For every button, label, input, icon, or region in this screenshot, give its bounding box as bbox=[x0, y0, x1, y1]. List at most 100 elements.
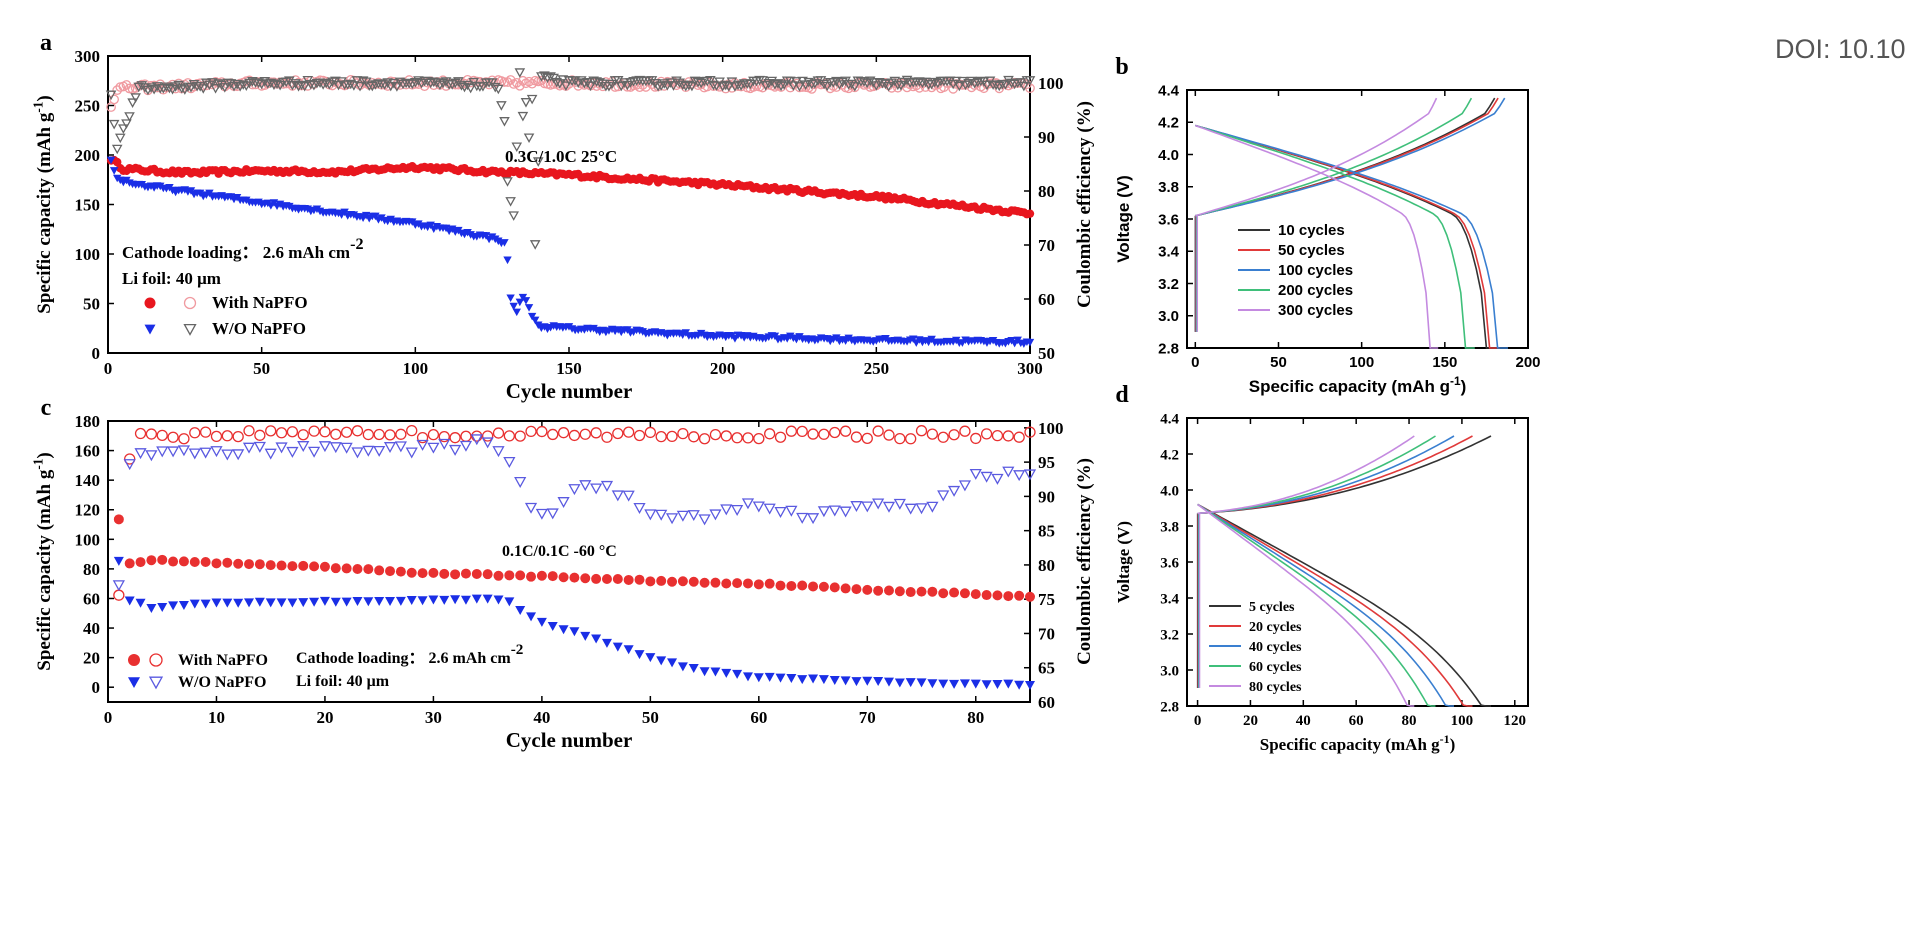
panel-c-point-open-triangle bbox=[709, 509, 722, 521]
panel-c-point-open-circle bbox=[785, 425, 798, 437]
panel-a-point-open-triangle bbox=[705, 75, 716, 86]
panel-a-x-tick-label: 200 bbox=[710, 359, 736, 378]
panel-c-y2-tick-label: 65 bbox=[1038, 659, 1055, 678]
panel-a-point-open-triangle bbox=[846, 79, 858, 90]
panel-a-point-open-triangle bbox=[108, 119, 120, 130]
panel-c-point-filled-triangle bbox=[992, 679, 1003, 689]
panel-c-point-open-triangle bbox=[958, 480, 972, 492]
panel-c-point-filled-triangle bbox=[200, 599, 211, 609]
panel-c-point-filled-triangle bbox=[547, 621, 558, 631]
panel-a-point-open-triangle bbox=[720, 80, 732, 91]
panel-a-point-open-triangle bbox=[194, 82, 206, 92]
panel-c-point-open-triangle bbox=[286, 446, 299, 458]
panel-c-y-tick-label: 80 bbox=[83, 560, 100, 579]
panel-a-point-open-triangle bbox=[692, 77, 704, 88]
panel-a-point-filled-triangle bbox=[426, 221, 435, 230]
panel-b-charge-curve bbox=[1195, 97, 1496, 217]
panel-c-point-filled-circle bbox=[840, 583, 851, 594]
panel-c-point-open-triangle bbox=[937, 490, 950, 502]
panel-d-charge-curve bbox=[1197, 435, 1415, 515]
panel-a-point-open-triangle bbox=[615, 81, 627, 92]
panel-c-point-open-triangle bbox=[741, 498, 755, 510]
panel-c-point-open-circle bbox=[915, 425, 928, 437]
panel-c-point-filled-circle bbox=[753, 579, 764, 590]
panel-c-point-open-triangle bbox=[1023, 469, 1037, 481]
panel-d-frame bbox=[1186, 417, 1529, 707]
panel-c-y2-tick-label: 100 bbox=[1038, 419, 1064, 438]
panel-c-x-tick-label: 80 bbox=[967, 708, 984, 727]
panel-a-point-open-triangle bbox=[290, 79, 301, 89]
panel-a-y2-tick-label: 60 bbox=[1038, 290, 1055, 309]
panel-c-point-filled-triangle bbox=[309, 597, 320, 607]
panel-c-point-open-triangle bbox=[665, 513, 679, 525]
panel-c-point-filled-triangle bbox=[265, 598, 276, 608]
panel-c-point-filled-triangle bbox=[124, 596, 135, 606]
panel-a-point-open-triangle bbox=[121, 119, 132, 129]
panel-c-point-filled-circle bbox=[547, 571, 558, 582]
panel-a-point-open-triangle bbox=[219, 83, 231, 93]
panel-c-point-filled-triangle bbox=[439, 595, 450, 605]
panel-a-point-open-triangle bbox=[231, 79, 243, 90]
panel-c-point-open-circle bbox=[666, 430, 678, 443]
panel-a-foil: Li foil: 40 μm bbox=[122, 269, 221, 288]
panel-c-point-open-triangle bbox=[1013, 470, 1026, 482]
panel-c-point-open-circle bbox=[720, 430, 732, 442]
panel-c-point-open-triangle bbox=[416, 439, 429, 451]
panel-c-point-filled-circle bbox=[200, 557, 211, 568]
panel-c-point-open-circle bbox=[818, 428, 830, 440]
panel-c-point-open-triangle bbox=[861, 501, 874, 513]
panel-a-point-open-triangle bbox=[619, 78, 630, 88]
panel-c-y2-tick-label: 75 bbox=[1038, 590, 1055, 609]
panel-c-ylabel: Specific capacity (mAh g-1) bbox=[30, 452, 55, 670]
panel-a-point-open-triangle bbox=[683, 80, 695, 91]
panel-a-point-open-triangle bbox=[954, 81, 965, 92]
panel-c-point-open-triangle bbox=[687, 510, 700, 522]
panel-c-point-filled-triangle bbox=[645, 653, 656, 663]
panel-a-point-open-triangle bbox=[901, 75, 913, 86]
panel-c-point-filled-triangle bbox=[374, 597, 385, 607]
panel-c-point-open-circle bbox=[1013, 431, 1025, 443]
panel-c-point-open-circle bbox=[1002, 430, 1014, 442]
panel-c-point-filled-triangle bbox=[319, 596, 330, 606]
panel-c-point-open-triangle bbox=[676, 510, 689, 522]
panel-a-x-tick-label: 150 bbox=[556, 359, 582, 378]
panel-c-point-filled-triangle bbox=[157, 603, 168, 613]
panel-c-point-filled-circle bbox=[526, 571, 537, 582]
panel-c-point-open-circle bbox=[330, 428, 342, 440]
panel-a-point-open-triangle bbox=[665, 78, 676, 88]
panel-a-point-open-triangle bbox=[818, 79, 830, 90]
panel-c-point-open-triangle bbox=[785, 505, 798, 517]
panel-a-point-open-triangle bbox=[333, 80, 344, 91]
panel-c-y-tick-label: 140 bbox=[75, 471, 101, 490]
panel-c-point-filled-circle bbox=[732, 578, 743, 589]
panel-c-point-open-triangle bbox=[806, 513, 820, 525]
panel-a-point-open-circle bbox=[640, 82, 651, 92]
panel-c-point-open-circle bbox=[243, 425, 255, 437]
panel-a-point-open-triangle bbox=[394, 77, 406, 88]
panel-c-point-filled-triangle bbox=[189, 599, 200, 609]
panel-c-point-open-circle bbox=[764, 428, 776, 440]
panel-a-point-open-triangle bbox=[130, 93, 141, 103]
panel-a-point-open-triangle bbox=[788, 81, 799, 91]
panel-c-point-filled-circle bbox=[515, 570, 526, 581]
panel-c-point-filled-circle bbox=[439, 568, 450, 579]
panel-d-y-tick-label: 2.8 bbox=[1160, 699, 1179, 715]
panel-a-point-open-circle bbox=[518, 75, 528, 86]
panel-c-point-filled-triangle bbox=[471, 594, 482, 604]
panel-a-point-open-triangle bbox=[858, 77, 870, 87]
panel-d-discharge-curve bbox=[1197, 503, 1454, 707]
panel-c-point-open-triangle bbox=[904, 503, 917, 515]
panel-a-point-open-triangle bbox=[299, 81, 310, 92]
panel-a-legend-marker bbox=[183, 296, 197, 310]
panel-c-point-open-circle bbox=[145, 428, 158, 440]
panel-b-legend-label: 300 cycles bbox=[1278, 302, 1353, 319]
panel-a-point-open-triangle bbox=[668, 81, 679, 91]
panel-b-y-tick-label: 3.8 bbox=[1158, 179, 1179, 196]
panel-c-point-open-triangle bbox=[166, 446, 180, 458]
panel-a-point-filled-triangle bbox=[909, 335, 918, 344]
panel-a-point-open-triangle bbox=[145, 83, 157, 93]
panel-c-y-tick-label: 180 bbox=[75, 412, 101, 431]
panel-c-point-filled-triangle bbox=[146, 604, 157, 614]
panel-a-point-open-triangle bbox=[950, 76, 962, 87]
panel-a-point-open-triangle bbox=[520, 98, 532, 108]
